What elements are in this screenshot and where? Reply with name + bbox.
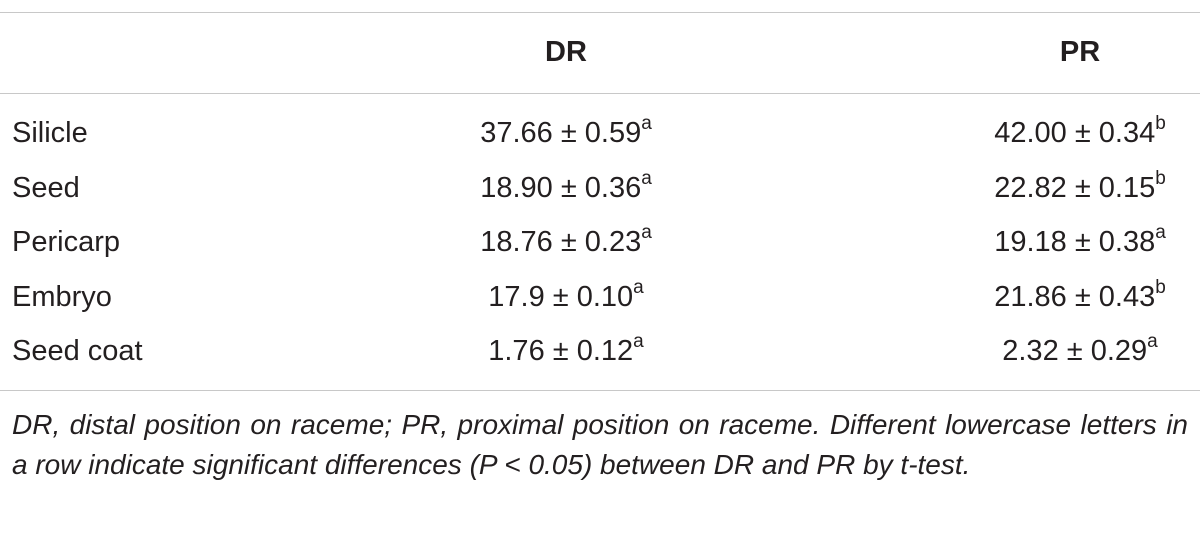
value-cell: 37.66 ± 0.59a xyxy=(480,113,652,153)
row-label: Pericarp xyxy=(12,226,120,258)
row-label: Seed coat xyxy=(12,335,143,367)
significance-letter: a xyxy=(641,167,652,189)
value-cell: 19.18 ± 0.38a xyxy=(994,222,1166,262)
significance-letter: a xyxy=(641,113,652,135)
significance-letter: b xyxy=(1155,167,1166,189)
top-rule xyxy=(0,12,1200,13)
significance-letter: a xyxy=(633,331,644,353)
value-text: 1.76 ± 0.12 xyxy=(488,335,634,367)
row-label: Seed xyxy=(12,171,80,204)
footnote: DR, distal position on raceme; PR, proxi… xyxy=(12,409,1188,480)
significance-letter: a xyxy=(1147,331,1158,353)
significance-letter: a xyxy=(641,222,652,244)
value-text: 21.86 ± 0.43 xyxy=(994,280,1156,313)
value-text: 18.76 ± 0.23 xyxy=(480,226,642,258)
row-label: Silicle xyxy=(12,117,88,149)
value-text: 18.90 ± 0.36 xyxy=(480,171,642,204)
value-text: 2.32 ± 0.29 xyxy=(1002,335,1148,367)
value-text: 37.66 ± 0.59 xyxy=(480,117,642,149)
significance-letter: b xyxy=(1155,113,1166,135)
value-cell: 1.76 ± 0.12a xyxy=(488,331,644,371)
value-text: 22.82 ± 0.15 xyxy=(994,171,1156,204)
value-text: 17.9 ± 0.10 xyxy=(488,280,634,313)
row-label: Embryo xyxy=(12,280,112,313)
value-cell: 21.86 ± 0.43b xyxy=(994,277,1166,317)
header-rule xyxy=(0,93,1200,94)
value-cell: 22.82 ± 0.15b xyxy=(994,168,1166,208)
column-header: PR xyxy=(1059,36,1101,68)
column-header: DR xyxy=(545,36,587,68)
value-cell: 18.76 ± 0.23a xyxy=(480,222,652,262)
significance-letter: a xyxy=(633,276,644,298)
bottom-rule xyxy=(0,390,1200,391)
value-text: 42.00 ± 0.34 xyxy=(994,117,1156,149)
value-cell: 17.9 ± 0.10a xyxy=(488,277,644,317)
significance-letter: a xyxy=(1155,222,1166,244)
value-cell: 18.90 ± 0.36a xyxy=(480,168,652,208)
significance-letter: b xyxy=(1155,276,1166,298)
value-cell: 2.32 ± 0.29a xyxy=(1002,331,1158,371)
value-cell: 42.00 ± 0.34b xyxy=(994,113,1166,153)
value-text: 19.18 ± 0.38 xyxy=(994,226,1156,258)
